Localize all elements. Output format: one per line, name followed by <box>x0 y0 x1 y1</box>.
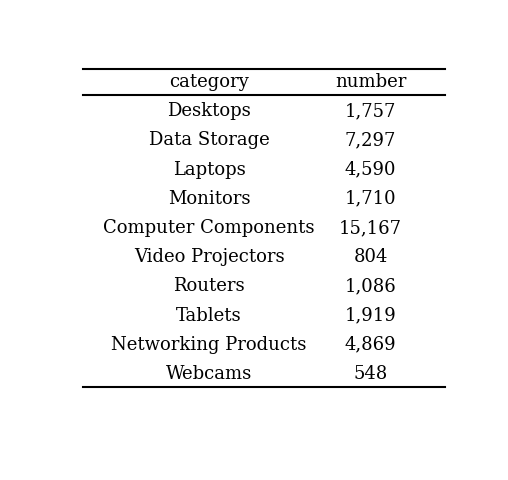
Text: 548: 548 <box>354 365 388 383</box>
Text: Monitors: Monitors <box>168 190 250 208</box>
Text: Networking Products: Networking Products <box>111 336 307 354</box>
Text: Tablets: Tablets <box>176 307 242 324</box>
Text: 1,086: 1,086 <box>345 277 396 295</box>
Text: 1,710: 1,710 <box>345 190 396 208</box>
Text: 4,590: 4,590 <box>345 161 396 179</box>
Text: 15,167: 15,167 <box>339 219 402 237</box>
Text: Webcams: Webcams <box>166 365 252 383</box>
Text: 1,919: 1,919 <box>345 307 396 324</box>
Text: Desktops: Desktops <box>167 102 251 120</box>
Text: category: category <box>169 72 249 91</box>
Text: 4,869: 4,869 <box>345 336 396 354</box>
Text: 804: 804 <box>354 248 388 266</box>
Text: number: number <box>335 72 406 91</box>
Text: Data Storage: Data Storage <box>149 132 270 149</box>
Text: 7,297: 7,297 <box>345 132 396 149</box>
Text: Computer Components: Computer Components <box>104 219 315 237</box>
Text: 1,757: 1,757 <box>345 102 396 120</box>
Text: Video Projectors: Video Projectors <box>134 248 284 266</box>
Text: Routers: Routers <box>173 277 245 295</box>
Text: Laptops: Laptops <box>173 161 245 179</box>
